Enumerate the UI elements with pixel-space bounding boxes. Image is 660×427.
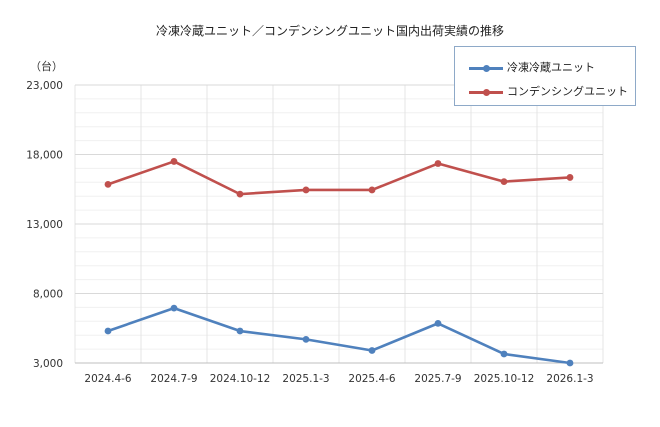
legend-label: 冷凍冷蔵ユニット [507,61,595,74]
data-point-series-2 [236,190,244,198]
data-point-series-2 [302,186,310,194]
x-tick-label: 2025.4-6 [348,373,396,385]
y-tick-label: 18,000 [26,150,63,162]
data-point-series-1 [566,359,574,367]
data-point-series-1 [302,335,310,343]
x-tick-label: 2024.7-9 [150,373,197,385]
legend-item-series-2: コンデンシングユニット [469,83,628,99]
x-tick-label: 2025.7-9 [414,373,461,385]
x-tick-label: 2026.1-3 [546,373,593,385]
series-line-2 [107,160,571,196]
legend-label: コンデンシングユニット [507,85,628,98]
data-point-series-2 [368,186,376,194]
data-point-series-1 [170,304,178,312]
data-point-series-1 [500,350,508,358]
data-point-series-1 [236,327,244,335]
data-point-series-2 [566,174,574,181]
y-tick-label: 13,000 [26,219,63,231]
data-point-series-2 [104,180,112,188]
y-tick-label: 3,000 [33,358,63,370]
legend-swatch-icon [469,87,503,97]
x-tick-label: 2024.4-6 [84,373,132,385]
x-tick-label: 2024.10-12 [210,373,271,385]
chart-title: 冷凍冷蔵ユニット／コンデンシングユニット国内出荷実績の推移 [155,24,504,38]
series-line-1 [107,306,571,365]
y-axis-unit: （台） [30,60,63,73]
legend-swatch-icon [469,63,503,73]
x-tick-label: 2025.1-3 [282,373,329,385]
y-tick-label: 8,000 [33,289,63,301]
data-point-series-1 [434,319,442,327]
data-point-series-1 [368,347,376,354]
data-point-series-2 [170,158,178,165]
y-tick-label: 23,000 [26,80,63,92]
legend: 冷凍冷蔵ユニット コンデンシングユニット [454,46,636,106]
data-point-series-2 [434,160,442,167]
legend-item-series-1: 冷凍冷蔵ユニット [469,59,595,75]
x-tick-label: 2025.10-12 [474,373,535,385]
data-point-series-2 [500,178,508,186]
data-point-series-1 [104,327,112,335]
